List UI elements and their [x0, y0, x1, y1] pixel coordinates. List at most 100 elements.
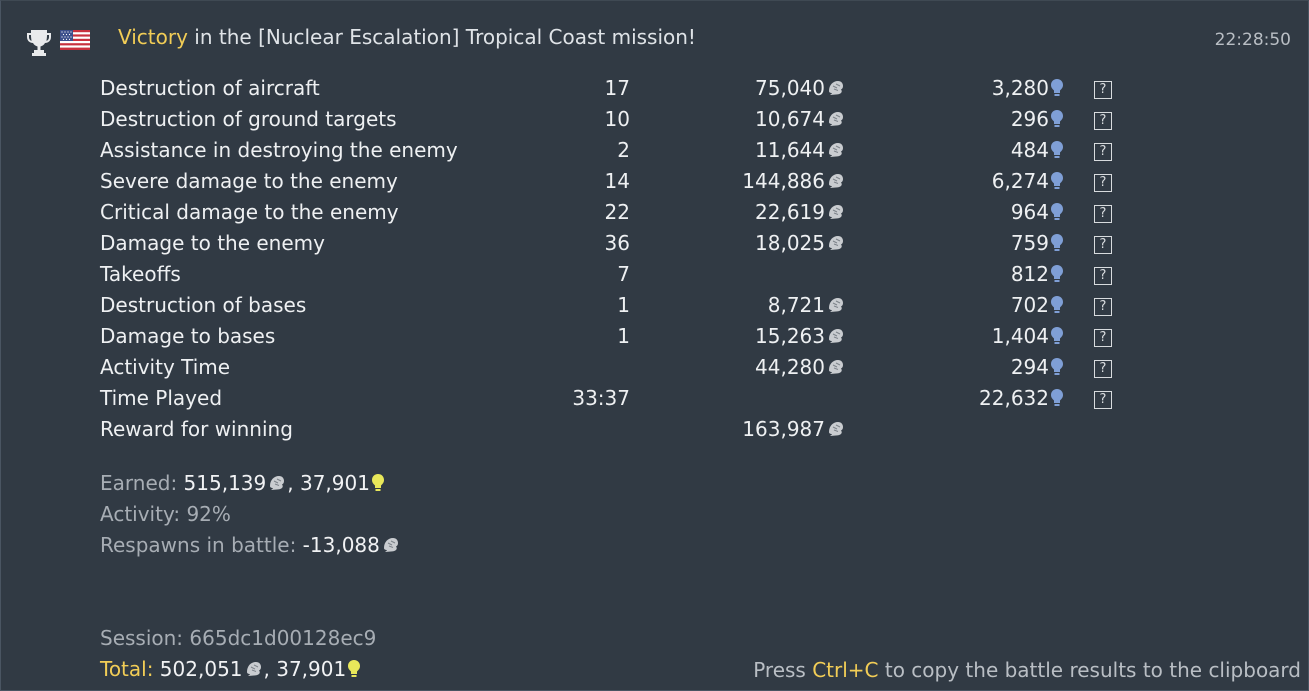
session-id: 665dc1d00128ec9 — [189, 626, 377, 650]
respawns-line: Respawns in battle: -13,088 — [100, 533, 401, 557]
result-silver-lions: 163,987 — [700, 417, 846, 441]
rp-value: 812 — [1010, 262, 1049, 286]
result-label: Critical damage to the enemy — [100, 200, 399, 224]
result-count: 1 — [617, 324, 630, 348]
research-points-icon — [1051, 172, 1063, 189]
research-points-icon — [1051, 203, 1063, 220]
result-silver-lions: 22,619 — [700, 200, 846, 224]
help-icon[interactable]: ? — [1094, 174, 1112, 192]
silver-lions-icon — [829, 422, 843, 436]
result-count: 7 — [617, 262, 630, 286]
research-points-icon — [1051, 141, 1063, 158]
result-label: Destruction of aircraft — [100, 76, 320, 100]
research-points-icon — [1051, 389, 1063, 406]
help-icon[interactable]: ? — [1094, 112, 1112, 130]
help-icon[interactable]: ? — [1094, 267, 1112, 285]
result-research-points: 6,274 — [910, 169, 1064, 193]
result-label: Activity Time — [100, 355, 231, 379]
silver-lions-icon — [383, 538, 398, 552]
sl-value: 22,619 — [755, 200, 825, 224]
result-research-points: 702 — [910, 293, 1064, 317]
result-silver-lions: 44,280 — [700, 355, 846, 379]
help-icon[interactable]: ? — [1094, 360, 1112, 378]
silver-lions-icon — [829, 81, 843, 95]
result-research-points: 484 — [910, 138, 1064, 162]
result-count: 2 — [617, 138, 630, 162]
silver-lions-icon — [829, 205, 843, 219]
activity-line: Activity: 92% — [100, 502, 231, 526]
sl-value: 10,674 — [755, 107, 825, 131]
result-silver-lions: 15,263 — [700, 324, 846, 348]
rp-value: 484 — [1010, 138, 1049, 162]
research-points-icon — [1051, 265, 1063, 282]
total-line: Total: 502,051, 37,901 — [100, 657, 361, 681]
result-research-points: 3,280 — [910, 76, 1064, 100]
silver-lions-icon — [829, 298, 843, 312]
research-points-icon — [348, 660, 361, 677]
research-points-icon — [1051, 79, 1063, 96]
silver-lions-icon — [246, 662, 261, 676]
result-research-points: 759 — [910, 231, 1064, 255]
research-points-icon — [1051, 234, 1063, 251]
result-label: Destruction of bases — [100, 293, 307, 317]
sl-value: 8,721 — [767, 293, 825, 317]
result-silver-lions: 144,886 — [700, 169, 846, 193]
total-label: Total: — [100, 657, 154, 681]
result-silver-lions: 75,040 — [700, 76, 846, 100]
silver-lions-icon — [270, 476, 285, 490]
result-research-points: 22,632 — [910, 386, 1064, 410]
result-count: 22 — [604, 200, 630, 224]
help-icon[interactable]: ? — [1094, 236, 1112, 254]
result-label: Time Played — [100, 386, 223, 410]
mission-text: in the [Nuclear Escalation] Tropical Coa… — [187, 25, 696, 49]
help-icon[interactable]: ? — [1094, 298, 1112, 316]
result-label: Takeoffs — [100, 262, 181, 286]
result-silver-lions: 11,644 — [700, 138, 846, 162]
help-icon[interactable]: ? — [1094, 329, 1112, 347]
battle-title: Victory in the [Nuclear Escalation] Trop… — [118, 25, 696, 49]
help-icon[interactable]: ? — [1094, 143, 1112, 161]
result-count: 33:37 — [572, 386, 630, 410]
help-icon[interactable]: ? — [1094, 205, 1112, 223]
copy-hint-prefix: Press — [753, 658, 813, 682]
result-label: Reward for winning — [100, 417, 293, 441]
sl-value: 44,280 — [755, 355, 825, 379]
help-icon[interactable]: ? — [1094, 391, 1112, 409]
silver-lions-icon — [829, 143, 843, 157]
research-points-icon — [371, 474, 384, 491]
result-research-points: 294 — [910, 355, 1064, 379]
silver-lions-icon — [829, 329, 843, 343]
result-count: 36 — [604, 231, 630, 255]
research-points-icon — [1051, 358, 1063, 375]
silver-lions-icon — [829, 360, 843, 374]
result-label: Damage to bases — [100, 324, 276, 348]
rp-value: 702 — [1010, 293, 1049, 317]
usa-flag-icon — [60, 30, 90, 50]
rp-value: 3,280 — [991, 76, 1049, 100]
result-silver-lions: 8,721 — [700, 293, 846, 317]
battle-result-header: Victory in the [Nuclear Escalation] Trop… — [0, 20, 1309, 56]
activity-label: Activity: — [100, 502, 187, 526]
activity-value: 92% — [186, 502, 231, 526]
result-count: 1 — [617, 293, 630, 317]
result-count: 14 — [604, 169, 630, 193]
research-points-icon — [1051, 296, 1063, 313]
earned-sl: 515,139 — [183, 471, 267, 495]
victory-word: Victory — [118, 25, 188, 49]
result-research-points: 964 — [910, 200, 1064, 224]
trophy-icon — [27, 30, 51, 56]
result-label: Severe damage to the enemy — [100, 169, 398, 193]
result-count: 10 — [604, 107, 630, 131]
result-research-points: 1,404 — [910, 324, 1064, 348]
silver-lions-icon — [829, 112, 843, 126]
result-silver-lions: 18,025 — [700, 231, 846, 255]
timestamp: 22:28:50 — [1214, 30, 1291, 50]
respawns-label: Respawns in battle: — [100, 533, 303, 557]
sl-value: 163,987 — [742, 417, 825, 441]
copy-hint: Press Ctrl+C to copy the battle results … — [753, 658, 1301, 682]
result-label: Assistance in destroying the enemy — [100, 138, 458, 162]
result-research-points: 296 — [910, 107, 1064, 131]
help-icon[interactable]: ? — [1094, 81, 1112, 99]
total-rp: 37,901 — [276, 657, 347, 681]
sl-value: 11,644 — [755, 138, 825, 162]
